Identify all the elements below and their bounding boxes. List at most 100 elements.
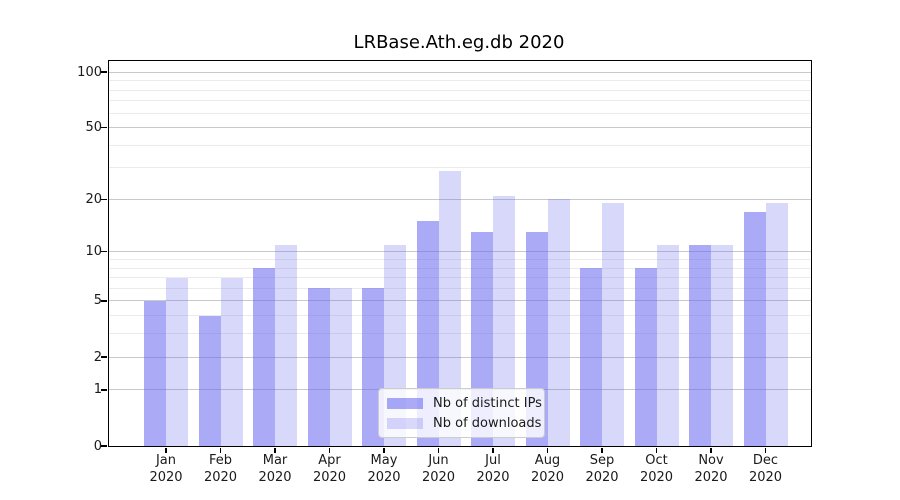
x-tick-month: Jun xyxy=(428,453,449,468)
x-axis-tick-label: Apr 2020 xyxy=(302,453,358,486)
x-tick-mark xyxy=(383,447,385,453)
x-axis-tick-label: Feb 2020 xyxy=(193,453,249,486)
y-tick-mark xyxy=(101,71,107,73)
minor-gridline xyxy=(109,258,811,260)
x-axis-tick-label: Sep 2020 xyxy=(574,453,630,486)
legend-label: Nb of distinct IPs xyxy=(433,395,542,411)
minor-gridline xyxy=(109,315,811,317)
minor-gridline xyxy=(109,277,811,279)
minor-gridline xyxy=(109,80,811,82)
x-axis-tick-label: Oct 2020 xyxy=(629,453,685,486)
x-tick-mark xyxy=(165,447,167,453)
legend-item: Nb of downloads xyxy=(387,415,541,432)
y-axis-tick-label: 2 xyxy=(93,349,102,365)
x-tick-month: Feb xyxy=(208,453,233,468)
x-tick-year: 2020 xyxy=(694,469,728,485)
bar-ips-mar xyxy=(253,268,275,446)
y-tick-mark xyxy=(101,445,107,447)
bar-ips-sep xyxy=(580,268,602,446)
x-tick-mark xyxy=(437,447,440,453)
x-tick-mark xyxy=(546,447,549,453)
x-tick-mark xyxy=(328,447,331,453)
y-axis-tick-label: 1 xyxy=(93,382,102,398)
x-tick-mark xyxy=(655,447,658,453)
bar-downloads-feb xyxy=(220,277,243,446)
minor-gridline xyxy=(109,167,811,169)
bar-downloads-oct xyxy=(656,244,679,446)
legend-item: Nb of distinct IPs xyxy=(387,395,542,412)
legend-label: Nb of downloads xyxy=(433,415,542,431)
x-tick-month: Mar xyxy=(262,453,288,468)
bar-ips-feb xyxy=(198,315,221,446)
y-tick-mark xyxy=(101,356,107,358)
y-axis-tick-label: 5 xyxy=(93,293,102,309)
bar-downloads-dec xyxy=(765,203,788,446)
x-axis-tick-label: Mar 2020 xyxy=(247,453,303,486)
legend-swatch-ips xyxy=(387,397,423,409)
minor-gridline xyxy=(109,112,811,114)
minor-gridline xyxy=(109,287,811,289)
y-axis-tick-label: 10 xyxy=(85,244,102,260)
y-axis-tick-label: 20 xyxy=(85,191,102,207)
x-tick-year: 2020 xyxy=(585,469,619,485)
x-tick-year: 2020 xyxy=(530,469,565,485)
major-gridline xyxy=(109,251,811,253)
bar-downloads-nov xyxy=(711,244,733,446)
x-axis-tick-label: Nov 2020 xyxy=(683,453,739,486)
y-axis-tick-label: 50 xyxy=(85,120,102,136)
chart-title: LRBase.Ath.eg.db 2020 xyxy=(353,32,565,53)
x-axis-tick-label: Dec 2020 xyxy=(738,453,794,486)
bar-ips-jan xyxy=(144,300,166,446)
bar-downloads-jun xyxy=(438,170,461,446)
x-tick-month: Apr xyxy=(318,453,341,468)
y-tick-mark xyxy=(101,389,107,391)
x-tick-year: 2020 xyxy=(476,469,510,485)
x-tick-mark xyxy=(274,447,276,453)
bar-downloads-sep xyxy=(602,203,624,446)
minor-gridline xyxy=(109,333,811,335)
x-tick-month: Nov xyxy=(698,453,724,468)
x-tick-mark xyxy=(219,447,222,453)
x-tick-year: 2020 xyxy=(258,469,292,485)
major-gridline xyxy=(109,300,811,302)
x-tick-year: 2020 xyxy=(203,469,238,485)
x-tick-year: 2020 xyxy=(639,469,674,485)
x-tick-month: Sep xyxy=(589,453,615,468)
minor-gridline xyxy=(109,100,811,102)
x-tick-year: 2020 xyxy=(367,469,401,485)
legend: Nb of distinct IPs Nb of downloads xyxy=(378,388,545,438)
y-tick-mark xyxy=(101,300,107,302)
x-tick-month: May xyxy=(370,453,398,468)
x-axis-tick-label: Aug 2020 xyxy=(520,453,576,486)
x-axis-tick-label: Jan 2020 xyxy=(138,453,194,486)
y-tick-mark xyxy=(101,126,107,129)
x-tick-year: 2020 xyxy=(149,469,183,485)
x-tick-month: Jul xyxy=(485,453,501,468)
x-tick-month: Jan xyxy=(155,453,177,468)
x-tick-month: Oct xyxy=(645,453,668,468)
bar-ips-nov xyxy=(689,244,711,446)
major-gridline xyxy=(109,127,811,129)
minor-gridline xyxy=(109,144,811,146)
major-gridline xyxy=(109,71,811,73)
bar-downloads-jul xyxy=(493,195,515,446)
minor-gridline xyxy=(109,89,811,91)
bar-ips-oct xyxy=(634,268,657,446)
minor-gridline xyxy=(109,267,811,269)
bar-ips-apr xyxy=(307,288,330,446)
major-gridline xyxy=(109,198,811,200)
bar-ips-dec xyxy=(743,211,766,446)
legend-swatch-downloads xyxy=(387,417,423,429)
bar-downloads-apr xyxy=(329,288,352,446)
x-tick-year: 2020 xyxy=(312,469,347,485)
y-axis-tick-label: 0 xyxy=(93,438,102,454)
x-tick-mark xyxy=(492,447,494,453)
x-tick-month: Aug xyxy=(534,453,561,468)
x-tick-month: Dec xyxy=(752,453,779,468)
major-gridline xyxy=(109,356,811,358)
x-tick-year: 2020 xyxy=(421,469,456,485)
x-axis-tick-label: Jun 2020 xyxy=(411,453,467,486)
bar-downloads-jan xyxy=(166,277,188,446)
bar-downloads-aug xyxy=(547,199,570,446)
